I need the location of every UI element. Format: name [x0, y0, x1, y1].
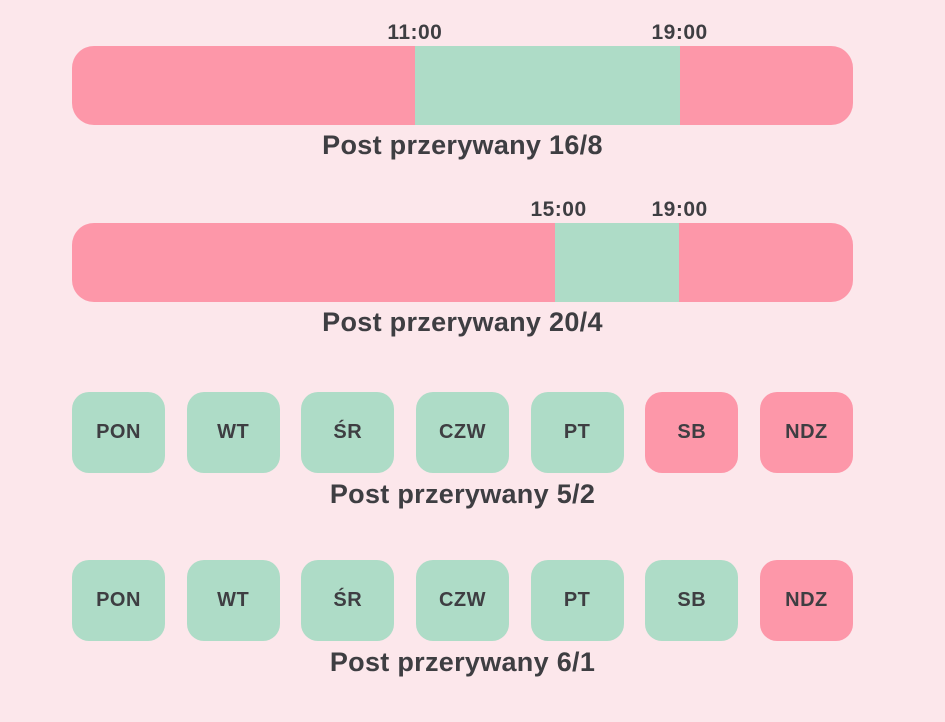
day-cell-pon: PON — [72, 560, 165, 641]
week-row-5-2: PON WT ŚR CZW PT SB NDZ — [72, 392, 853, 473]
section-title-5-2: Post przerywany 5/2 — [329, 479, 596, 509]
eating-segment — [554, 223, 679, 302]
day-cell-czw: CZW — [415, 560, 509, 641]
day-timeline-16-8 — [72, 46, 853, 125]
day-cell-pt: PT — [530, 560, 624, 641]
fasting-segment — [679, 46, 853, 125]
day-cell-sr: ŚR — [301, 560, 395, 641]
time-labels-row-20-4: 15:00 19:00 — [72, 197, 853, 223]
section-title-20-4: Post przerywany 20/4 — [322, 307, 603, 337]
time-label-19-00: 19:00 — [651, 21, 708, 44]
time-label-19-00: 19:00 — [651, 198, 708, 221]
day-cell-sr: ŚR — [301, 392, 395, 473]
section-post-przerywany-20-4: 15:00 19:00 Post przerywany 20/4 — [72, 197, 853, 337]
day-cell-ndz: NDZ — [759, 392, 853, 473]
day-timeline-20-4 — [72, 223, 853, 302]
day-cell-pt: PT — [530, 392, 624, 473]
fasting-segment — [72, 46, 415, 125]
day-cell-wt: WT — [186, 560, 280, 641]
day-cell-ndz: NDZ — [759, 560, 853, 641]
time-label-11-00: 11:00 — [387, 21, 443, 44]
section-title-6-1: Post przerywany 6/1 — [329, 647, 596, 677]
fasting-segment — [678, 223, 853, 302]
fasting-segment — [72, 223, 555, 302]
eating-segment — [414, 46, 680, 125]
day-cell-czw: CZW — [415, 392, 509, 473]
day-cell-sb: SB — [645, 560, 739, 641]
section-post-przerywany-16-8: 11:00 19:00 Post przerywany 16/8 — [72, 20, 853, 160]
day-cell-pon: PON — [72, 392, 165, 473]
time-label-15-00: 15:00 — [530, 198, 587, 221]
day-cell-sb: SB — [645, 392, 739, 473]
week-row-6-1: PON WT ŚR CZW PT SB NDZ — [72, 560, 853, 641]
section-post-przerywany-6-1: PON WT ŚR CZW PT SB NDZ Post przerywany … — [72, 560, 853, 677]
time-labels-row-16-8: 11:00 19:00 — [72, 20, 853, 46]
day-cell-wt: WT — [186, 392, 280, 473]
section-title-16-8: Post przerywany 16/8 — [322, 130, 603, 160]
section-post-przerywany-5-2: PON WT ŚR CZW PT SB NDZ Post przerywany … — [72, 392, 853, 509]
